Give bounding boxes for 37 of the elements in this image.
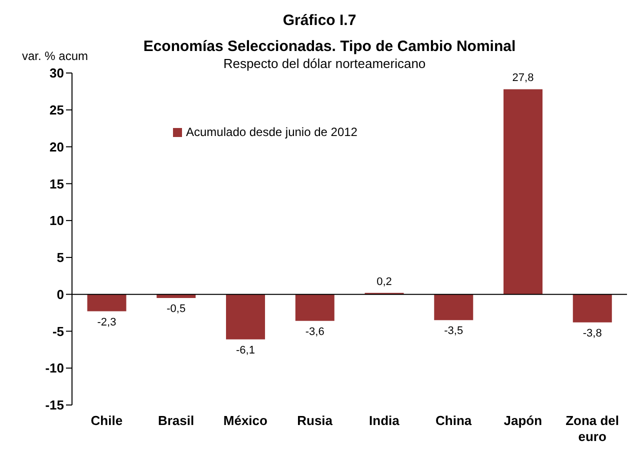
data-label: -2,3 <box>97 316 116 328</box>
bar <box>87 294 126 312</box>
y-tick-label: 20 <box>50 139 64 154</box>
bar <box>295 294 334 321</box>
data-label: 27,8 <box>512 72 534 84</box>
data-label: -3,8 <box>582 327 602 340</box>
x-tick-label: Japón <box>504 413 542 428</box>
y-tick-label: 10 <box>50 213 64 228</box>
y-tick-label: 0 <box>56 286 64 302</box>
y-tick-label: 15 <box>50 176 64 192</box>
x-tick-label: Brasil <box>158 413 194 428</box>
y-tick-label: 5 <box>56 250 64 266</box>
y-tick-label: 25 <box>50 102 64 118</box>
data-label: 0,2 <box>376 276 392 288</box>
x-tick-label: Chile <box>90 413 123 428</box>
data-label: -6,1 <box>236 344 255 356</box>
bar <box>226 294 266 340</box>
chart-title: Gráfico I.7 <box>282 12 358 29</box>
y-tick-label: -10 <box>45 360 64 376</box>
data-label: -0,5 <box>166 303 186 316</box>
data-label: -3,5 <box>444 325 464 338</box>
y-tick-label: -15 <box>45 398 64 413</box>
x-tick-label: India <box>369 413 400 428</box>
x-tick-label: Zona del euro <box>566 413 620 444</box>
legend-label: Acumulado desde junio de 2012 <box>185 125 358 139</box>
bar <box>572 294 612 322</box>
y-tick-label: 30 <box>50 66 64 81</box>
bar <box>504 89 543 294</box>
x-tick-label: México <box>223 413 268 428</box>
text: Respecto del dólar norteamericano <box>223 56 426 71</box>
chart-subtitle: Economías Seleccionadas. Tipo de Cambio Nominal <box>143 38 516 55</box>
y-axis-title: var. % acum <box>22 49 88 63</box>
data-label: -3,6 <box>305 326 324 338</box>
x-tick-label: Rusia <box>297 413 334 428</box>
bar <box>434 294 474 320</box>
y-tick-label: -5 <box>52 324 64 339</box>
x-tick-label: China <box>436 413 472 428</box>
